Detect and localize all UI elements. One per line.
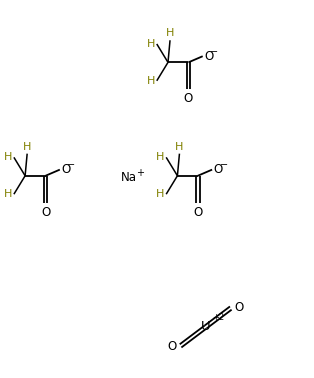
Text: U: U (201, 321, 210, 333)
Text: −: − (67, 160, 75, 170)
Text: +: + (136, 168, 144, 178)
Text: O: O (41, 206, 50, 219)
Text: +2: +2 (213, 313, 225, 322)
Text: H: H (147, 76, 155, 86)
Text: O: O (61, 163, 71, 176)
Text: −: − (210, 47, 218, 57)
Text: Na: Na (121, 171, 137, 184)
Text: H: H (156, 152, 165, 162)
Text: H: H (23, 142, 31, 152)
Text: H: H (166, 28, 174, 39)
Text: H: H (4, 152, 12, 162)
Text: O: O (168, 340, 177, 353)
Text: O: O (214, 163, 223, 176)
Text: O: O (193, 206, 203, 219)
Text: H: H (175, 142, 184, 152)
Text: H: H (147, 39, 155, 49)
Text: O: O (204, 50, 214, 63)
Text: H: H (4, 189, 12, 199)
Text: O: O (234, 301, 243, 314)
Text: −: − (219, 160, 228, 170)
Text: O: O (184, 93, 193, 105)
Text: H: H (156, 189, 165, 199)
